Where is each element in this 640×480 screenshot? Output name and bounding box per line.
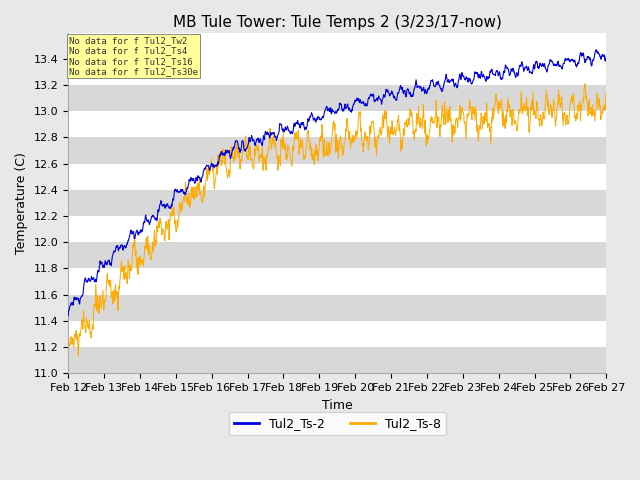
Bar — [68, 190, 606, 216]
Text: No data for f Tul2_Tw2
No data for f Tul2_Ts4
No data for f Tul2_Ts16
No data fo: No data for f Tul2_Tw2 No data for f Tul… — [69, 36, 198, 76]
Y-axis label: Temperature (C): Temperature (C) — [15, 152, 28, 254]
Bar — [68, 295, 606, 321]
Bar — [68, 347, 606, 373]
Legend: Tul2_Ts-2, Tul2_Ts-8: Tul2_Ts-2, Tul2_Ts-8 — [228, 412, 445, 435]
X-axis label: Time: Time — [322, 398, 353, 412]
Bar — [68, 137, 606, 164]
Title: MB Tule Tower: Tule Temps 2 (3/23/17-now): MB Tule Tower: Tule Temps 2 (3/23/17-now… — [173, 15, 502, 30]
Bar — [68, 242, 606, 268]
Bar — [68, 85, 606, 111]
